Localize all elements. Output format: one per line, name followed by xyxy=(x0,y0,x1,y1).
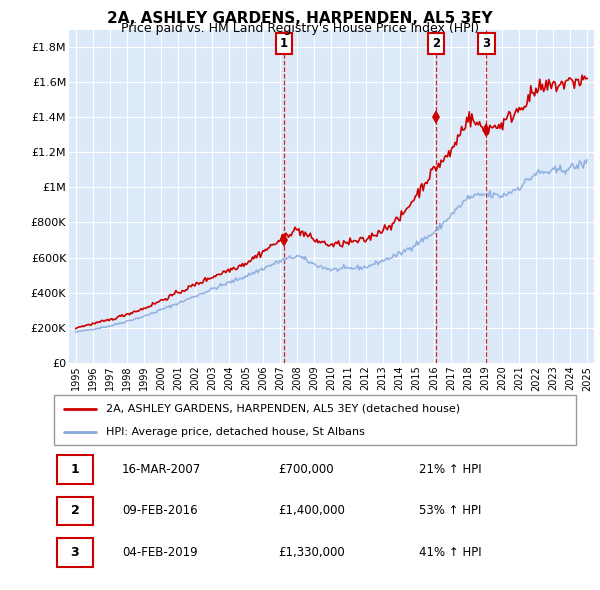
Text: 16-MAR-2007: 16-MAR-2007 xyxy=(122,463,201,476)
FancyBboxPatch shape xyxy=(54,395,576,445)
Text: 2: 2 xyxy=(71,504,79,517)
Text: 2A, ASHLEY GARDENS, HARPENDEN, AL5 3EY (detached house): 2A, ASHLEY GARDENS, HARPENDEN, AL5 3EY (… xyxy=(106,404,460,414)
Text: 09-FEB-2016: 09-FEB-2016 xyxy=(122,504,197,517)
Text: £1,330,000: £1,330,000 xyxy=(278,546,345,559)
Text: 3: 3 xyxy=(71,546,79,559)
FancyBboxPatch shape xyxy=(56,538,93,566)
FancyBboxPatch shape xyxy=(56,497,93,525)
Text: HPI: Average price, detached house, St Albans: HPI: Average price, detached house, St A… xyxy=(106,427,365,437)
Text: 2: 2 xyxy=(432,37,440,50)
Text: Price paid vs. HM Land Registry's House Price Index (HPI): Price paid vs. HM Land Registry's House … xyxy=(121,22,479,35)
Text: 2A, ASHLEY GARDENS, HARPENDEN, AL5 3EY: 2A, ASHLEY GARDENS, HARPENDEN, AL5 3EY xyxy=(107,11,493,25)
Text: 1: 1 xyxy=(280,37,288,50)
Text: 41% ↑ HPI: 41% ↑ HPI xyxy=(419,546,482,559)
Text: 3: 3 xyxy=(482,37,491,50)
FancyBboxPatch shape xyxy=(56,455,93,484)
Text: 21% ↑ HPI: 21% ↑ HPI xyxy=(419,463,482,476)
Text: £700,000: £700,000 xyxy=(278,463,334,476)
Text: 1: 1 xyxy=(71,463,79,476)
Text: 04-FEB-2019: 04-FEB-2019 xyxy=(122,546,197,559)
Text: 53% ↑ HPI: 53% ↑ HPI xyxy=(419,504,482,517)
Text: £1,400,000: £1,400,000 xyxy=(278,504,346,517)
